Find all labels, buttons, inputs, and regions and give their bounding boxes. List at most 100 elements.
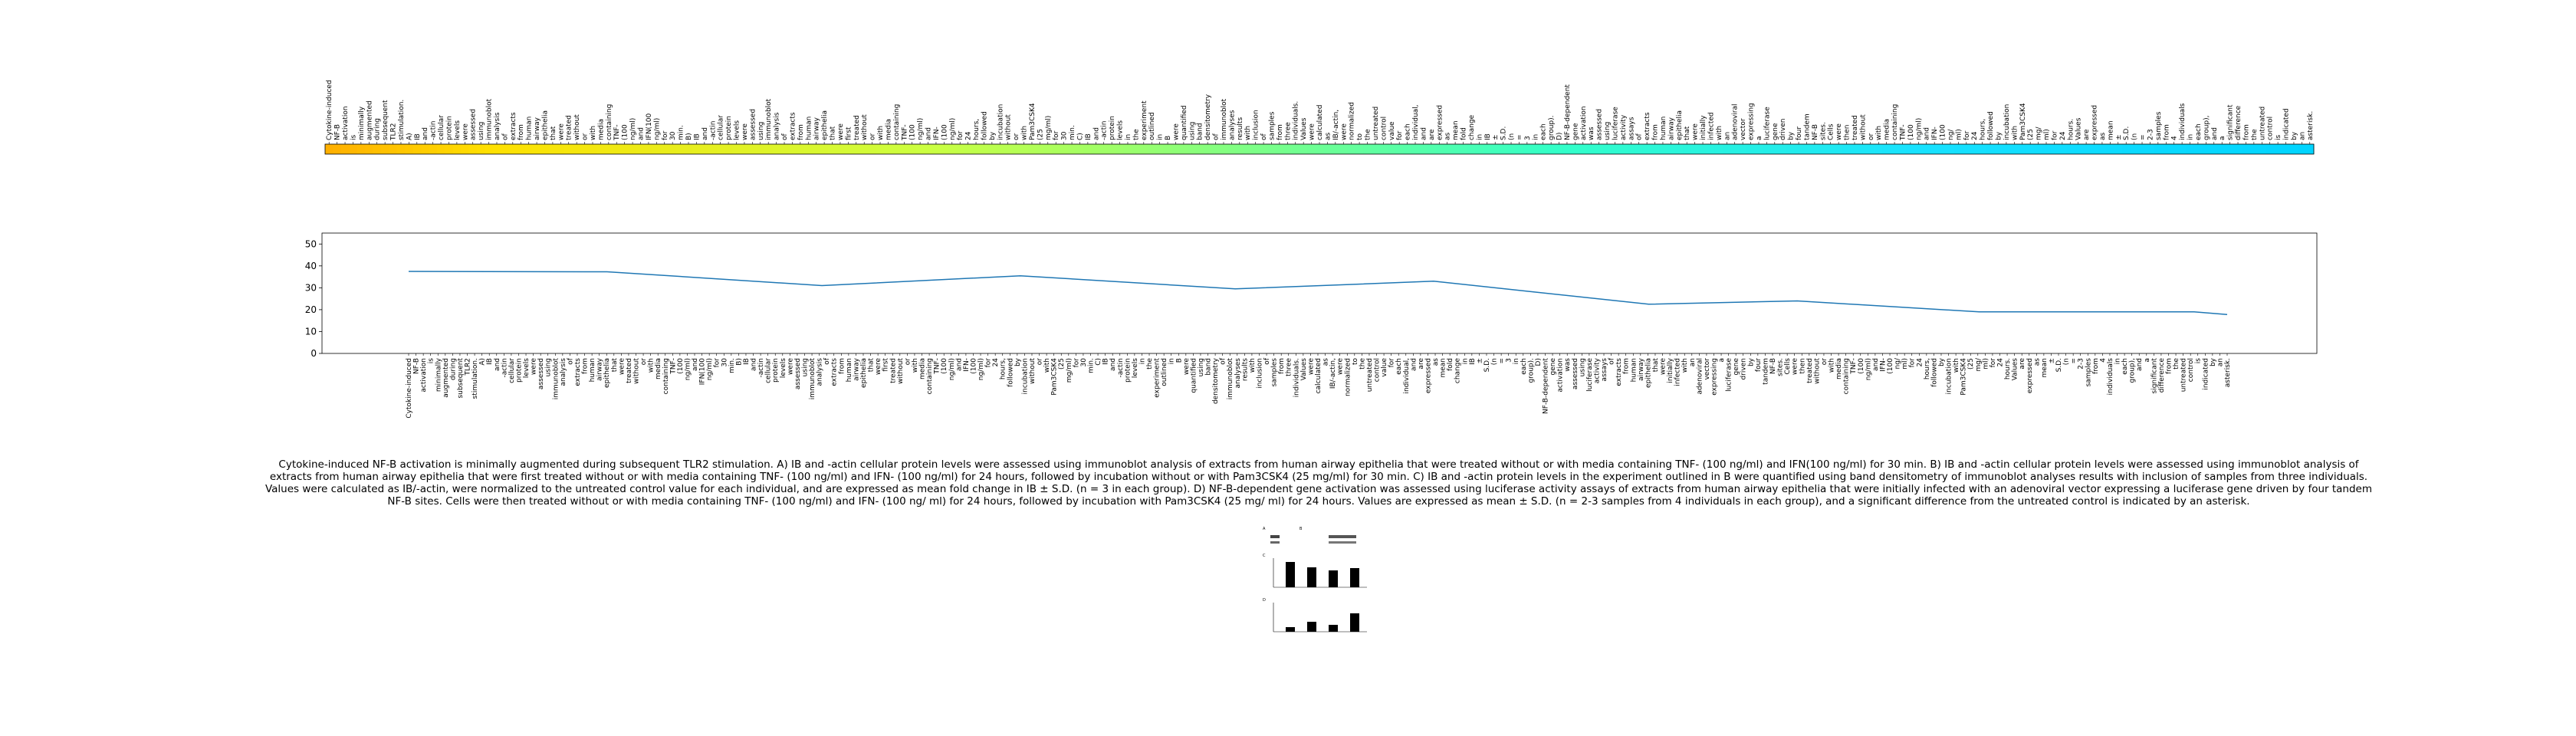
y-tick-label: 20 — [305, 304, 317, 315]
x-tick-label: B) — [735, 358, 743, 366]
heatmap-tick-label: D) — [1556, 133, 1564, 140]
thumbnail-bar — [1307, 622, 1316, 632]
heatmap-cell — [1946, 144, 1955, 154]
heatmap-cell — [668, 144, 677, 154]
heatmap-cell — [804, 144, 813, 154]
line-chart-frame — [321, 232, 2318, 354]
heatmap-tick-label: of — [1636, 133, 1644, 140]
thumbnail-panel-b-label: B — [1300, 527, 1303, 531]
x-tick-label: were — [618, 358, 626, 375]
x-tick-label: epithelia — [603, 358, 611, 388]
heatmap-cell — [868, 144, 877, 154]
x-tick-label: for — [1388, 358, 1396, 368]
x-tick-label: using — [1579, 358, 1586, 376]
x-tick-label: were — [1337, 358, 1345, 375]
x-tick-label: 30 — [1080, 358, 1088, 367]
heatmap-tick-label: from — [518, 124, 525, 140]
x-tick-label: by — [2210, 357, 2217, 366]
heatmap-cell — [1691, 144, 1700, 154]
x-tick-label: band — [1205, 358, 1213, 376]
heatmap-cell — [732, 144, 741, 154]
x-tick-label: and — [494, 358, 501, 371]
heatmap-cell — [1539, 144, 1548, 154]
x-tick-label: without — [633, 358, 641, 384]
heatmap-tick-label: for — [2051, 130, 2058, 140]
x-tick-label: quantified — [1190, 358, 1198, 393]
x-tick-label: (100 — [1858, 358, 1865, 374]
heatmap-tick-label: ± — [1492, 134, 1500, 140]
heatmap-cell — [2026, 144, 2035, 154]
x-tick-label: levels — [1132, 358, 1139, 378]
x-tick-label: IB — [1102, 358, 1110, 365]
heatmap-tick-label: normalized — [1349, 102, 1356, 140]
heatmap-cell — [1651, 144, 1660, 154]
heatmap-cell — [636, 144, 646, 154]
x-tick-label: are — [1418, 358, 1425, 370]
x-tick-label: 24 — [1997, 358, 2005, 367]
thumbnail-blot-band — [1329, 541, 1356, 544]
heatmap-tick-label: individual, — [1412, 104, 1420, 140]
x-tick-label: during — [449, 358, 457, 380]
x-tick-label: samples — [1271, 358, 1279, 387]
x-tick-label: individuals — [2107, 358, 2114, 396]
heatmap-tick-label: with — [2011, 126, 2019, 140]
heatmap-cell — [716, 144, 725, 154]
heatmap-tick-label: control — [2267, 117, 2275, 140]
heatmap-tick-label: of — [1213, 133, 1221, 140]
heatmap-tick-label: ng/ — [1947, 129, 1955, 140]
x-tick-label: in — [2114, 358, 2122, 364]
heatmap-cell — [1819, 144, 1827, 154]
x-tick-label: densitometry — [1212, 357, 1220, 404]
heatmap-tick-label: for — [1396, 130, 1404, 140]
heatmap-tick-label: (100 — [909, 124, 917, 140]
x-tick-label: and — [751, 358, 758, 371]
heatmap-tick-label: followed — [981, 111, 988, 140]
x-tick-label: sites. — [1777, 358, 1785, 376]
heatmap-cell — [828, 144, 837, 154]
heatmap-cell — [445, 144, 454, 154]
x-tick-label: or — [904, 358, 912, 366]
heatmap-tick-label: C) — [1076, 133, 1084, 140]
x-tick-label: adenoviral — [1696, 358, 1704, 395]
x-tick-label: incubation — [1946, 358, 1953, 394]
heatmap-cell — [1011, 144, 1020, 154]
x-tick-label: driven — [1740, 358, 1748, 380]
x-tick-label: or — [640, 358, 648, 366]
heatmap-tick-label: incubation — [2003, 104, 2011, 140]
x-tick-label: change — [1454, 358, 1462, 384]
heatmap-tick-label: ml) — [2043, 129, 2051, 140]
heatmap-tick-label: are — [2083, 129, 2091, 140]
thumbnail-blot-band — [1270, 535, 1280, 538]
heatmap-tick-label: immunoblot — [1221, 98, 1228, 140]
heatmap-tick-label: change — [1468, 114, 1476, 140]
x-tick-label: that — [868, 358, 876, 373]
heatmap-tick-label: with — [1716, 126, 1723, 140]
x-tick-label: (100 — [677, 358, 685, 374]
heatmap-tick-label: ml) — [1955, 129, 1963, 140]
x-tick-label: hours, — [1000, 358, 1007, 380]
heatmap-tick-label: gene — [1772, 123, 1779, 140]
heatmap-tick-label: mg/ml) — [1045, 116, 1053, 140]
x-tick-label: media — [655, 358, 662, 380]
x-tick-label: containing — [662, 358, 670, 394]
heatmap-tick-label: the — [2251, 129, 2259, 140]
x-tick-label: mean — [2041, 358, 2049, 378]
x-tick-label: as — [1322, 358, 1330, 366]
x-tick-label: 30 — [721, 358, 728, 367]
heatmap-tick-label: ng/ml) — [917, 118, 925, 140]
heatmap-cell — [1611, 144, 1620, 154]
heatmap-tick-label: sites. — [1819, 122, 1827, 140]
heatmap-cell — [1523, 144, 1532, 154]
heatmap-cell — [613, 144, 621, 154]
heatmap-cell — [2042, 144, 2051, 154]
heatmap-tick-label: airway — [813, 117, 821, 140]
x-tick-label: each — [2121, 358, 2129, 375]
heatmap-tick-label: with — [1875, 126, 1883, 140]
heatmap-cell — [2217, 144, 2226, 154]
heatmap-tick-label: were — [1309, 123, 1316, 140]
heatmap-cell — [948, 144, 957, 154]
heatmap-cell — [740, 144, 749, 154]
heatmap-cell — [788, 144, 797, 154]
heatmap-cell — [2177, 144, 2187, 154]
